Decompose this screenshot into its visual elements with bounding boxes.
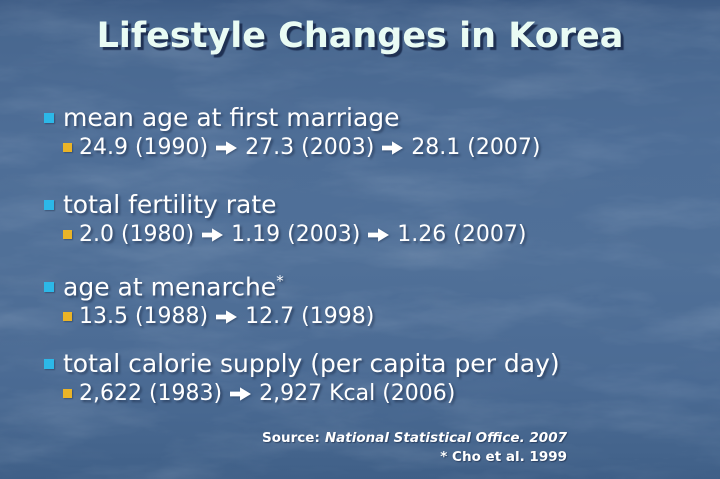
- stat-value: 2,622 (1983): [79, 381, 223, 407]
- slide-title: Lifestyle Changes in Korea: [96, 16, 624, 56]
- square-bullet-icon: [44, 200, 54, 210]
- bullet-item: age at menarche*: [44, 266, 704, 302]
- bullet-subitem: 2.0 (1980) 1.19 (2003) 1.26 (2007): [63, 220, 704, 250]
- bullet-label: age at menarche: [63, 272, 277, 302]
- stat-value: 2.0 (1980): [79, 222, 195, 247]
- bullet-list: mean age at first marriage 24.9 (1990) 27…: [44, 102, 704, 425]
- bullet-subitem: 24.9 (1990) 27.3 (2003) 28.1 (2007): [63, 133, 704, 163]
- square-subbullet-icon: [63, 312, 72, 322]
- bullet-group-marriage: mean age at first marriage 24.9 (1990) 27…: [44, 102, 704, 163]
- stat-value: 24.9 (1990): [79, 135, 209, 160]
- stat-value: 28.1 (2007): [411, 135, 541, 160]
- right-arrow-icon: [382, 141, 404, 155]
- square-subbullet-icon: [63, 389, 72, 399]
- bullet-subitem: 13.5 (1988) 12.7 (1998): [63, 302, 704, 332]
- source-line: Source: National Statistical Office. 2007: [262, 429, 567, 448]
- right-arrow-icon: [368, 228, 390, 242]
- source-text: National Statistical Office. 2007: [324, 430, 567, 446]
- bullet-group-calorie: total calorie supply (per capita per day…: [44, 348, 704, 409]
- square-bullet-icon: [44, 359, 54, 370]
- square-subbullet-icon: [63, 143, 72, 152]
- stat-value: 27.3 (2003): [245, 135, 375, 160]
- bullet-item: total calorie supply (per capita per day…: [44, 348, 704, 379]
- right-arrow-icon: [216, 310, 238, 325]
- footnote-asterisk: *: [276, 272, 284, 290]
- right-arrow-icon: [202, 228, 224, 242]
- bullet-item: total fertility rate: [44, 189, 704, 220]
- source-note: Source: National Statistical Office. 2007…: [262, 429, 567, 467]
- bullet-label: total calorie supply (per capita per day…: [63, 349, 560, 379]
- square-bullet-icon: [44, 282, 54, 293]
- stat-value: 12.7 (1998): [245, 304, 375, 330]
- bullet-item: mean age at first marriage: [44, 102, 704, 133]
- bullet-label: mean age at first marriage: [63, 103, 400, 132]
- footnote-line: * Cho et al. 1999: [440, 449, 567, 465]
- stat-value: 13.5 (1988): [79, 304, 209, 330]
- stat-value: 1.19 (2003): [231, 222, 361, 247]
- bullet-subitem: 2,622 (1983) 2,927 Kcal (2006): [63, 379, 704, 409]
- stat-value: 1.26 (2007): [397, 222, 527, 247]
- bullet-label: total fertility rate: [63, 190, 277, 219]
- bullet-group-menarche: age at menarche* 13.5 (1988) 12.7 (1998): [44, 266, 704, 332]
- right-arrow-icon: [216, 141, 238, 155]
- stat-value: 2,927 Kcal (2006): [259, 381, 456, 407]
- right-arrow-icon: [230, 387, 252, 402]
- source-label: Source:: [262, 430, 320, 446]
- square-bullet-icon: [44, 113, 54, 123]
- bullet-group-fertility: total fertility rate 2.0 (1980) 1.19 (200…: [44, 189, 704, 250]
- square-subbullet-icon: [63, 230, 72, 239]
